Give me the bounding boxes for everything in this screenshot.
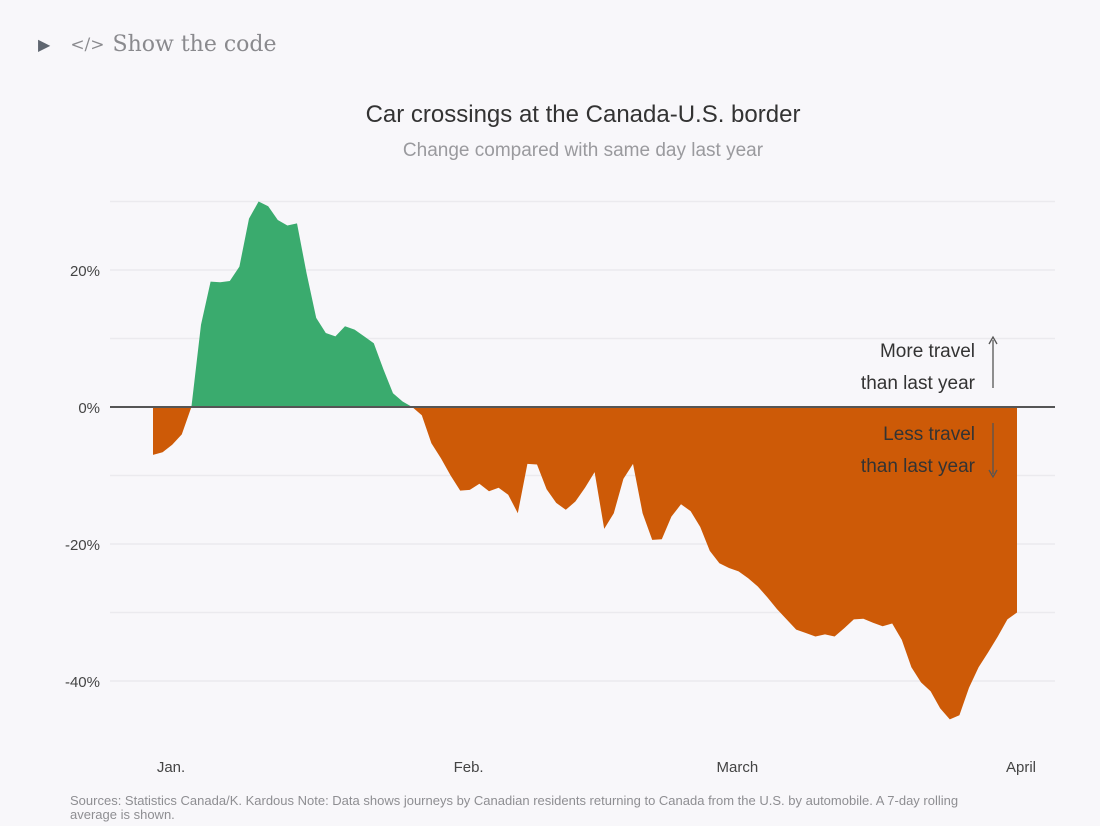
source-note: Sources: Statistics Canada/K. Kardous No… [70, 793, 959, 822]
x-tick-label: April [1006, 759, 1036, 776]
annotation-more-line1: More travel [880, 341, 975, 362]
chart-subtitle: Change compared with same day last year [403, 140, 764, 161]
y-tick-label: -20% [65, 537, 100, 554]
show-code-toggle[interactable]: ▶ </> Show the code [38, 32, 277, 57]
x-tick-label: Jan. [157, 759, 185, 776]
area-below-zero [153, 407, 1017, 720]
chart-title: Car crossings at the Canada-U.S. border [366, 101, 801, 128]
y-tick-label: 0% [78, 400, 100, 417]
arrow-down-icon [988, 423, 998, 479]
y-tick-label: -40% [65, 674, 100, 691]
show-code-label: Show the code [112, 32, 277, 57]
annotation-more-line2: than last year [861, 373, 976, 394]
x-tick-label: Feb. [454, 759, 484, 776]
annotation-less-line2: than last year [861, 456, 976, 477]
code-icon: </> [70, 34, 105, 55]
annotation-less: Less travel than last year [861, 423, 998, 479]
annotation-less-line1: Less travel [883, 424, 975, 445]
y-tick-label: 20% [70, 263, 100, 280]
arrow-up-icon [988, 335, 998, 388]
annotation-more: More travel than last year [861, 335, 998, 394]
triangle-right-icon: ▶ [38, 35, 51, 54]
area-above-zero [153, 201, 1017, 407]
x-tick-label: March [717, 759, 759, 776]
